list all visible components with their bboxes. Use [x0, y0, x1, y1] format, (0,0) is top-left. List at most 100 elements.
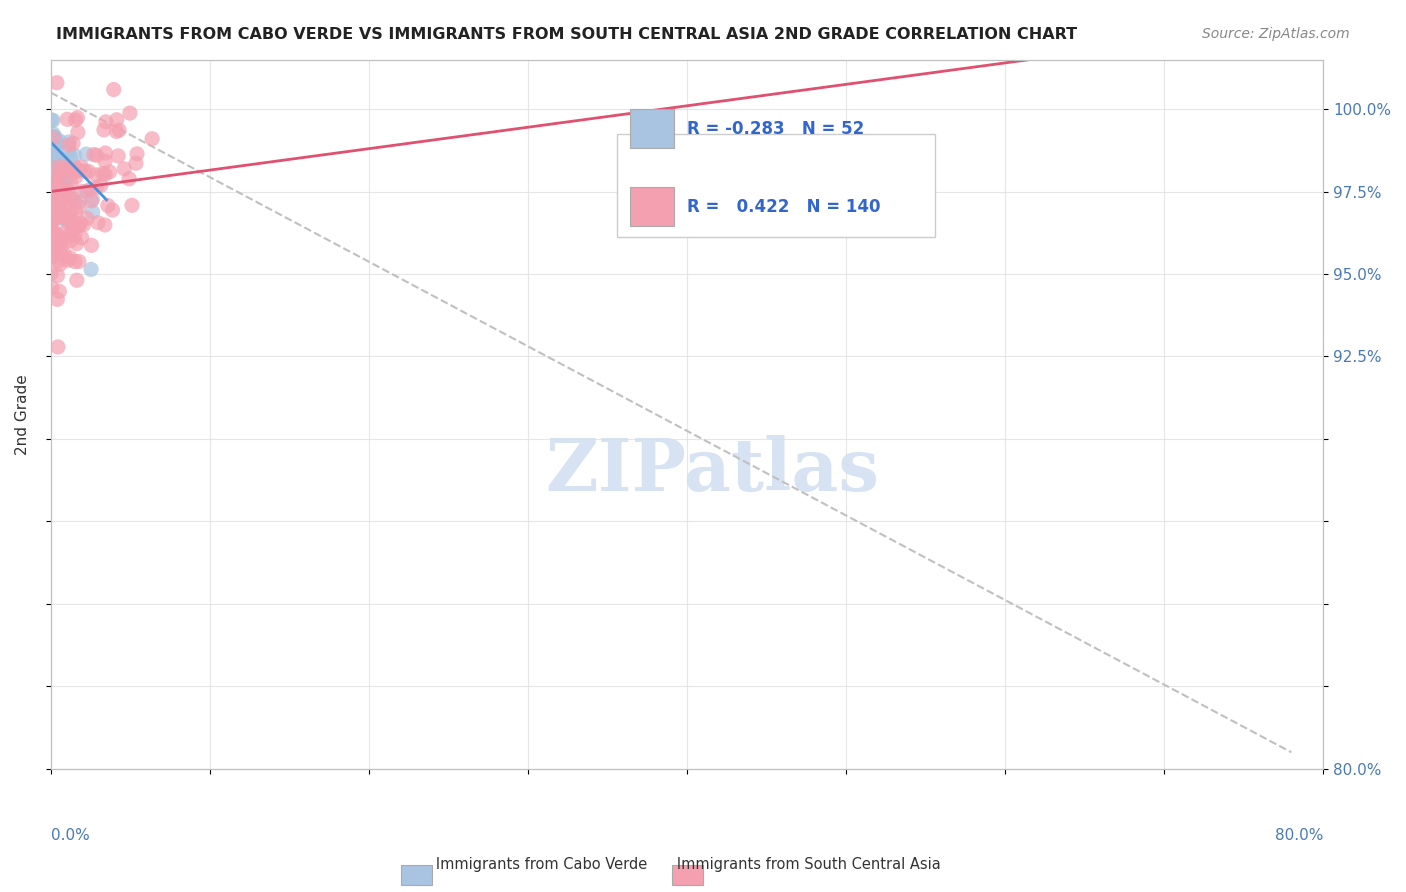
Point	[56, 211, 79, 226]
Point	[42, 231, 65, 245]
FancyBboxPatch shape	[617, 134, 935, 237]
Point	[76, 184, 98, 198]
Point	[82, 192, 104, 206]
Point	[48, 152, 70, 166]
Point	[65, 205, 87, 219]
Point	[44, 173, 66, 187]
Point	[53, 246, 76, 260]
Point	[44, 130, 66, 145]
Point	[94, 146, 117, 161]
Point	[66, 125, 89, 139]
Point	[77, 164, 100, 178]
Point	[91, 166, 114, 180]
Point	[97, 198, 120, 212]
Point	[41, 159, 63, 173]
Point	[44, 185, 66, 199]
Point	[49, 163, 72, 178]
Point	[73, 164, 96, 178]
Point	[45, 137, 67, 152]
Point	[76, 211, 98, 226]
Point	[46, 340, 69, 354]
Point	[67, 254, 90, 268]
Text: 0.0%: 0.0%	[51, 828, 90, 843]
Point	[67, 200, 90, 214]
Point	[48, 169, 70, 183]
Point	[125, 156, 148, 170]
Point	[39, 197, 62, 211]
Point	[39, 250, 62, 264]
Point	[56, 183, 79, 197]
Point	[51, 227, 73, 241]
Point	[59, 251, 82, 265]
Point	[108, 123, 131, 137]
Point	[94, 218, 117, 232]
Point	[101, 202, 124, 217]
Point	[141, 132, 163, 146]
Point	[46, 268, 69, 283]
Point	[41, 169, 63, 184]
Point	[44, 153, 66, 168]
Text: Source: ZipAtlas.com: Source: ZipAtlas.com	[1202, 27, 1350, 41]
Point	[70, 231, 93, 245]
Point	[58, 215, 80, 229]
Point	[49, 164, 72, 178]
Point	[56, 161, 79, 175]
Point	[65, 161, 87, 176]
Point	[48, 184, 70, 198]
Point	[83, 147, 105, 161]
Text: R = -0.283   N = 52: R = -0.283 N = 52	[688, 120, 865, 138]
Point	[49, 175, 72, 189]
Point	[44, 211, 66, 225]
Point	[112, 161, 135, 176]
FancyBboxPatch shape	[630, 109, 675, 148]
Point	[86, 148, 108, 162]
Point	[59, 150, 82, 164]
Point	[69, 194, 91, 209]
Point	[105, 112, 128, 127]
Point	[94, 167, 117, 181]
Point	[45, 232, 67, 246]
Point	[44, 244, 66, 258]
Point	[42, 131, 65, 145]
Text: IMMIGRANTS FROM CABO VERDE VS IMMIGRANTS FROM SOUTH CENTRAL ASIA 2ND GRADE CORRE: IMMIGRANTS FROM CABO VERDE VS IMMIGRANTS…	[56, 27, 1077, 42]
Point	[79, 183, 101, 197]
Point	[42, 248, 65, 262]
Point	[90, 178, 112, 193]
Point	[39, 266, 62, 280]
Point	[51, 153, 73, 168]
Point	[42, 193, 65, 207]
Point	[121, 198, 143, 212]
Point	[51, 153, 73, 168]
Point	[41, 158, 63, 172]
Point	[45, 227, 67, 241]
Point	[63, 254, 86, 268]
Point	[65, 164, 87, 178]
Y-axis label: 2nd Grade: 2nd Grade	[15, 374, 30, 455]
Point	[53, 163, 76, 178]
Point	[48, 285, 70, 299]
Point	[56, 253, 79, 268]
Point	[42, 113, 65, 128]
Point	[84, 168, 107, 182]
Point	[42, 156, 65, 170]
Point	[63, 229, 86, 244]
Point	[59, 176, 82, 190]
Point	[118, 106, 141, 120]
Point	[46, 176, 69, 190]
Text: Immigrants from Cabo Verde: Immigrants from Cabo Verde	[422, 857, 647, 872]
Point	[49, 245, 72, 260]
Point	[41, 161, 63, 175]
Point	[48, 186, 70, 200]
Point	[42, 193, 65, 207]
Point	[84, 180, 107, 194]
Point	[87, 216, 110, 230]
Point	[52, 186, 75, 201]
Point	[42, 228, 65, 243]
Point	[58, 145, 80, 159]
Point	[45, 180, 67, 194]
Point	[42, 129, 65, 144]
Point	[45, 76, 67, 90]
Point	[46, 137, 69, 152]
Point	[39, 143, 62, 157]
Point	[66, 111, 89, 125]
